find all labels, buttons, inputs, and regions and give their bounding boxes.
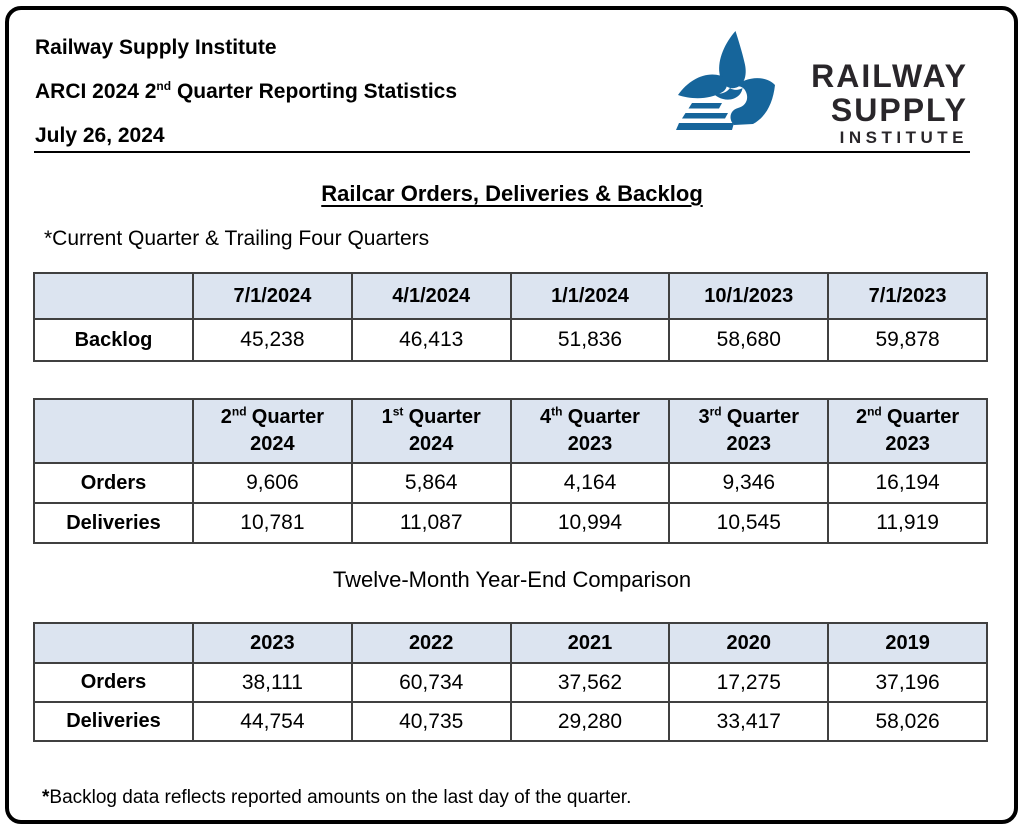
column-header: 2023: [192, 622, 353, 664]
backlog-footnote: *Backlog data reflects reported amounts …: [42, 787, 631, 809]
table-cell: 51,836: [509, 318, 671, 362]
table-cell: 60,734: [350, 662, 512, 703]
table-cell: 40,735: [350, 701, 512, 742]
table-cell: 58,680: [668, 318, 830, 362]
quarterly-table: 2nd Quarter 2024 1st Quarter 2024 4th Quarter…: [33, 398, 988, 544]
org-name: Railway Supply Institute: [35, 36, 277, 59]
yearend-header-row: 2023 2022 2021 2020 2019: [33, 622, 988, 664]
table-cell: 11,087: [350, 502, 512, 544]
report-title-suffix: Quarter Reporting Statistics: [176, 80, 458, 103]
table-row: Orders 9,606 5,864 4,164 9,346 16,194: [33, 462, 988, 504]
table-cell: 46,413: [350, 318, 512, 362]
column-header: 2nd Quarter 2023: [827, 398, 988, 464]
rsi-triangle-vortex-icon: [676, 31, 775, 130]
table-cell: 38,111: [192, 662, 353, 703]
corner-cell: [33, 272, 194, 320]
report-title-prefix: ARCI 2024 2: [35, 80, 157, 103]
footnote-text: Backlog data reflects reported amounts o…: [49, 787, 632, 808]
column-header: 1st Quarter 2024: [350, 398, 512, 464]
section-title: Railcar Orders, Deliveries & Backlog: [0, 181, 1024, 207]
table-cell: 37,562: [509, 662, 671, 703]
table-row: Orders 38,111 60,734 37,562 17,275 37,19…: [33, 662, 988, 703]
table-cell: 17,275: [668, 662, 830, 703]
column-header: 1/1/2024: [509, 272, 671, 320]
column-header: 2019: [827, 622, 988, 664]
table-cell: 9,606: [192, 462, 353, 504]
row-label: Orders: [33, 662, 194, 703]
table-cell: 44,754: [192, 701, 353, 742]
report-title: ARCI 2024 2nd Quarter Reporting Statistic…: [35, 80, 457, 104]
column-header: 2022: [350, 622, 512, 664]
table-cell: 59,878: [827, 318, 988, 362]
table-cell: 4,164: [509, 462, 671, 504]
table-row: Deliveries 44,754 40,735 29,280 33,417 5…: [33, 701, 988, 742]
column-header: 2021: [509, 622, 671, 664]
table-cell: 5,864: [350, 462, 512, 504]
corner-cell: [33, 398, 194, 464]
subtitle-trailing-quarters: *Current Quarter & Trailing Four Quarter…: [44, 227, 430, 250]
report-date: July 26, 2024: [35, 124, 165, 147]
table-cell: 9,346: [668, 462, 830, 504]
backlog-table: 7/1/2024 4/1/2024 1/1/2024 10/1/2023 7/1…: [33, 272, 988, 362]
rsi-logo: RAILWAY SUPPLY INSTITUTE: [676, 28, 968, 152]
table-cell: 10,781: [192, 502, 353, 544]
column-header: 2020: [668, 622, 830, 664]
column-header: 4/1/2024: [350, 272, 512, 320]
table-cell: 45,238: [192, 318, 353, 362]
column-header: 3rd Quarter 2023: [668, 398, 830, 464]
header-divider: [34, 151, 970, 153]
quarterly-header-row: 2nd Quarter 2024 1st Quarter 2024 4th Quarter…: [33, 398, 988, 464]
column-header: 10/1/2023: [668, 272, 830, 320]
yearend-table: 2023 2022 2021 2020 2019 Orders 38,111 6…: [33, 622, 988, 742]
logo-word-institute: INSTITUTE: [839, 128, 968, 147]
corner-cell: [33, 622, 194, 664]
table-row: Backlog 45,238 46,413 51,836 58,680 59,8…: [33, 318, 988, 362]
logo-word-railway: RAILWAY: [811, 58, 968, 94]
footnote-asterisk: *: [42, 787, 50, 808]
row-label: Backlog: [33, 318, 194, 362]
table-cell: 33,417: [668, 701, 830, 742]
row-label: Deliveries: [33, 502, 194, 544]
column-header: 7/1/2024: [192, 272, 353, 320]
column-header: 7/1/2023: [827, 272, 988, 320]
table-cell: 37,196: [827, 662, 988, 703]
subtitle-year-end: Twelve-Month Year-End Comparison: [332, 567, 692, 592]
column-header: 4th Quarter 2023: [509, 398, 671, 464]
logo-word-supply: SUPPLY: [830, 92, 968, 128]
table-cell: 16,194: [827, 462, 988, 504]
report-title-ordinal: nd: [156, 79, 172, 93]
rsi-logo-wordmark: RAILWAY SUPPLY INSTITUTE: [776, 28, 968, 152]
table-cell: 11,919: [827, 502, 988, 544]
table-cell: 29,280: [509, 701, 671, 742]
row-label: Orders: [33, 462, 194, 504]
table-cell: 10,545: [668, 502, 830, 544]
backlog-header-row: 7/1/2024 4/1/2024 1/1/2024 10/1/2023 7/1…: [33, 272, 988, 320]
row-label: Deliveries: [33, 701, 194, 742]
table-cell: 10,994: [509, 502, 671, 544]
section-title-text: Railcar Orders, Deliveries & Backlog: [321, 181, 703, 206]
table-row: Deliveries 10,781 11,087 10,994 10,545 1…: [33, 502, 988, 544]
column-header: 2nd Quarter 2024: [192, 398, 353, 464]
table-cell: 58,026: [827, 701, 988, 742]
